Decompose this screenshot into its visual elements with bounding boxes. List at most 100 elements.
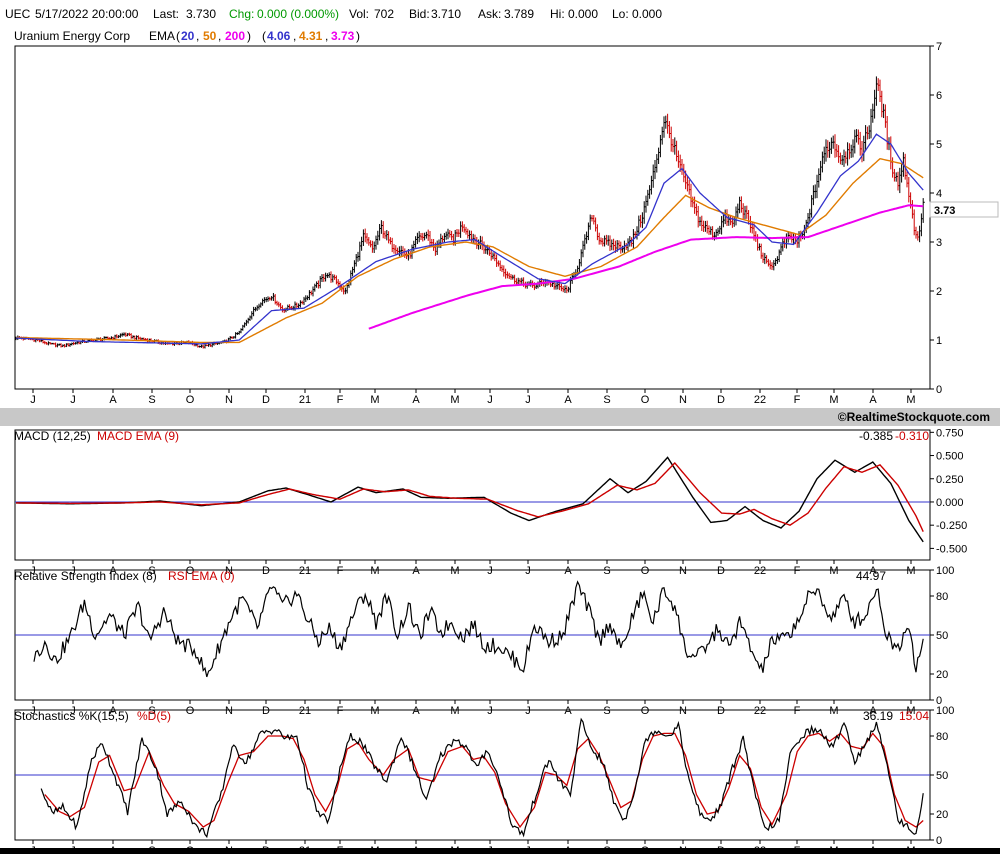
ema-label: EMA bbox=[149, 29, 175, 43]
x-tick-label: J bbox=[30, 565, 36, 577]
last-price: 3.730 bbox=[186, 7, 216, 21]
legend-comma: , bbox=[293, 29, 296, 43]
x-tick-label: O bbox=[641, 394, 650, 406]
legend-open-paren: ( bbox=[262, 29, 266, 43]
x-tick-label: 22 bbox=[754, 705, 766, 717]
legend-comma: , bbox=[218, 29, 221, 43]
x-tick-label: 22 bbox=[754, 394, 766, 406]
macd-signal-last-value: -0.310 bbox=[895, 429, 929, 443]
x-tick-label: S bbox=[148, 705, 155, 717]
y-tick-label: -0.250 bbox=[936, 520, 967, 532]
y-tick-label: 6 bbox=[936, 90, 942, 102]
macd-line bbox=[16, 456, 924, 543]
x-tick-label: F bbox=[794, 394, 801, 406]
x-tick-label: A bbox=[109, 394, 117, 406]
quote-datetime: 5/17/2022 20:00:00 bbox=[35, 7, 139, 21]
x-tick-label: O bbox=[186, 565, 195, 577]
y-tick-label: 5 bbox=[936, 139, 942, 151]
last-label: Last: bbox=[153, 7, 179, 21]
y-tick-label: 3 bbox=[936, 237, 942, 249]
y-tick-label: 100 bbox=[936, 565, 954, 577]
price-y-axis: 0 1 2 3 4 5 6 7 bbox=[930, 41, 942, 396]
x-tick-label: A bbox=[869, 565, 877, 577]
volume-value: 702 bbox=[374, 7, 394, 21]
macd-panel: 0.750 0.500 0.250 0.000 -0.250 -0.500 J J A S O N D… bbox=[14, 427, 967, 577]
x-tick-label: M bbox=[450, 705, 459, 717]
macd-y-axis: 0.750 0.500 0.250 0.000 -0.250 -0.500 bbox=[930, 427, 967, 555]
x-tick-label: 22 bbox=[754, 565, 766, 577]
x-tick-label: J bbox=[70, 705, 76, 717]
rsi-x-axis: J J A S O N D 21 F M A M J J A S O N D 22 F M A M bbox=[30, 700, 916, 717]
x-tick-label: A bbox=[564, 394, 572, 406]
x-tick-label: N bbox=[679, 705, 687, 717]
x-tick-label: A bbox=[869, 394, 877, 406]
x-tick-label: D bbox=[717, 565, 725, 577]
x-tick-label: O bbox=[641, 565, 650, 577]
x-tick-label: 21 bbox=[299, 705, 311, 717]
watermark: ©RealtimeStockquote.com bbox=[838, 410, 990, 424]
y-tick-label: 1 bbox=[936, 335, 942, 347]
price-bars bbox=[15, 76, 925, 349]
x-tick-label: N bbox=[225, 565, 233, 577]
low-value: 0.000 bbox=[632, 7, 662, 21]
stoch-d-line bbox=[44, 732, 924, 829]
x-tick-label: O bbox=[186, 394, 195, 406]
ema20-value: 4.06 bbox=[267, 29, 291, 43]
legend-comma: , bbox=[196, 29, 199, 43]
x-tick-label: F bbox=[337, 705, 344, 717]
watermark-bar bbox=[0, 408, 1000, 426]
legend-close-paren: ) bbox=[247, 29, 251, 43]
x-tick-label: J bbox=[525, 394, 531, 406]
y-tick-label: 4 bbox=[936, 188, 942, 200]
x-tick-label: F bbox=[337, 565, 344, 577]
stoch-k-line bbox=[40, 717, 924, 839]
y-tick-label: 0.250 bbox=[936, 474, 964, 486]
x-tick-label: J bbox=[30, 705, 36, 717]
ask-label: Ask: bbox=[478, 7, 501, 21]
y-tick-label: -0.500 bbox=[936, 543, 967, 555]
ema200-period: 200 bbox=[225, 29, 245, 43]
x-tick-label: M bbox=[370, 565, 379, 577]
y-tick-label: 20 bbox=[936, 669, 948, 681]
x-tick-label: A bbox=[869, 705, 877, 717]
legend-comma: , bbox=[325, 29, 328, 43]
x-tick-label: M bbox=[450, 565, 459, 577]
price-x-axis: J J A S O N D 21 F M A M J J A S O N D 22 F M A M bbox=[30, 389, 916, 406]
y-tick-label: 2 bbox=[936, 286, 942, 298]
low-label: Lo: bbox=[612, 7, 629, 21]
ema50-period: 50 bbox=[203, 29, 217, 43]
x-tick-label: J bbox=[525, 565, 531, 577]
x-tick-label: O bbox=[186, 705, 195, 717]
last-price-tag: 3.73 bbox=[934, 205, 955, 217]
stoch-y-axis: 100 80 50 20 0 bbox=[930, 705, 954, 847]
y-tick-label: 0 bbox=[936, 695, 942, 707]
x-tick-label: J bbox=[487, 394, 493, 406]
x-tick-label: J bbox=[525, 705, 531, 717]
x-tick-label: D bbox=[262, 705, 270, 717]
change-label: Chg: bbox=[229, 7, 254, 21]
stoch-signal-label: %D(5) bbox=[137, 709, 171, 723]
x-tick-label: N bbox=[225, 705, 233, 717]
ema50-value: 4.31 bbox=[299, 29, 323, 43]
x-tick-label: D bbox=[717, 705, 725, 717]
stoch-title: Stochastics %K(15,5) bbox=[14, 709, 129, 723]
stoch-d-last-value: 15.04 bbox=[899, 709, 929, 723]
y-tick-label: 80 bbox=[936, 591, 948, 603]
ask-value: 3.789 bbox=[504, 7, 534, 21]
x-tick-label: A bbox=[109, 565, 117, 577]
rsi-y-axis: 100 80 50 20 0 bbox=[930, 565, 954, 707]
x-tick-label: M bbox=[906, 565, 915, 577]
ema50-line bbox=[16, 157, 924, 344]
price-chart-title: Uranium Energy Corp bbox=[14, 29, 130, 43]
x-tick-label: J bbox=[70, 565, 76, 577]
macd-signal-label: MACD EMA (9) bbox=[97, 429, 179, 443]
x-tick-label: J bbox=[30, 394, 36, 406]
x-tick-label: D bbox=[262, 565, 270, 577]
macd-title: MACD (12,25) bbox=[14, 429, 91, 443]
x-tick-label: S bbox=[148, 565, 155, 577]
x-tick-label: M bbox=[450, 394, 459, 406]
rsi-title: Relative Strength Index (8) bbox=[14, 569, 157, 583]
price-plot-frame bbox=[14, 45, 931, 390]
x-tick-label: F bbox=[337, 394, 344, 406]
change-value: 0.000 (0.000%) bbox=[257, 7, 339, 21]
